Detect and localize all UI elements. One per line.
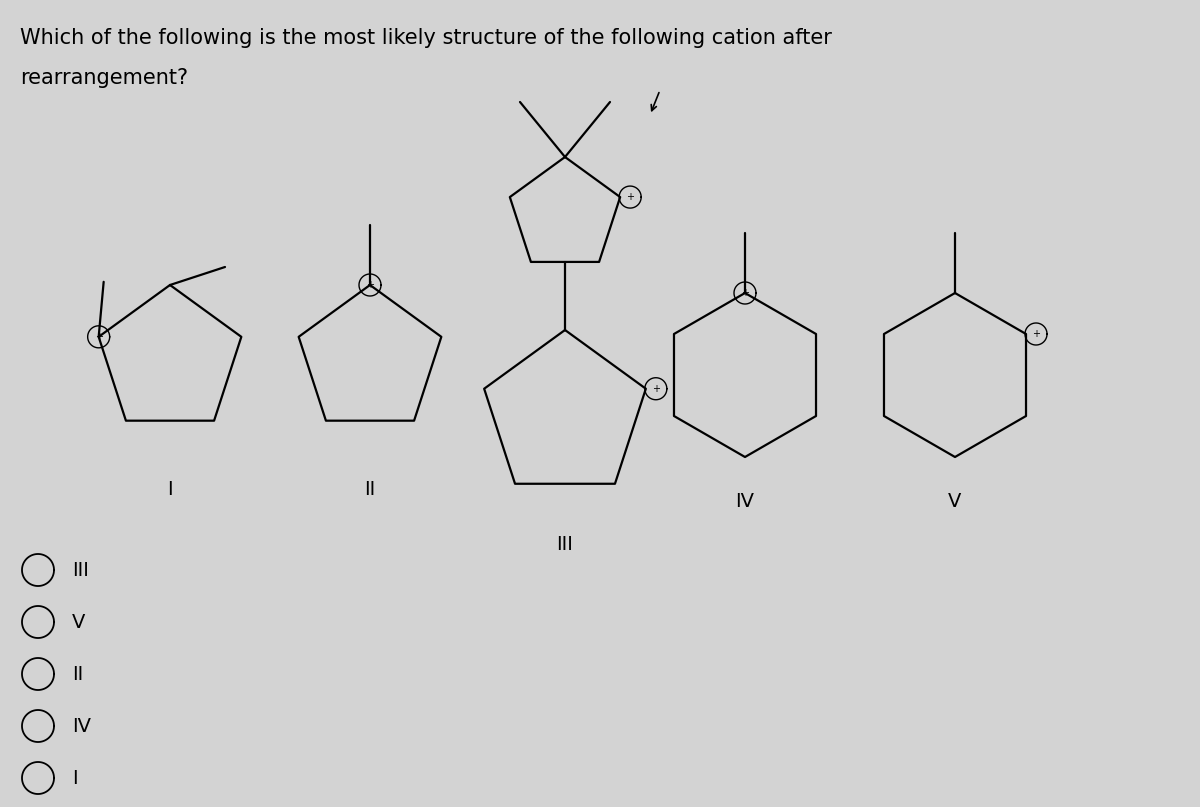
Text: IV: IV xyxy=(72,717,91,735)
Text: I: I xyxy=(72,768,78,788)
Text: III: III xyxy=(557,535,574,554)
Text: rearrangement?: rearrangement? xyxy=(20,68,188,88)
Text: IV: IV xyxy=(736,492,755,511)
Text: V: V xyxy=(72,613,85,632)
Text: +: + xyxy=(626,192,634,202)
Text: +: + xyxy=(742,288,749,298)
Text: +: + xyxy=(366,280,374,290)
Text: II: II xyxy=(72,664,83,684)
Text: V: V xyxy=(948,492,961,511)
Text: II: II xyxy=(365,480,376,499)
Text: +: + xyxy=(95,332,103,342)
Text: I: I xyxy=(167,480,173,499)
Text: III: III xyxy=(72,561,89,579)
Text: +: + xyxy=(1032,329,1040,339)
Text: Which of the following is the most likely structure of the following cation afte: Which of the following is the most likel… xyxy=(20,28,832,48)
Text: +: + xyxy=(652,384,660,394)
